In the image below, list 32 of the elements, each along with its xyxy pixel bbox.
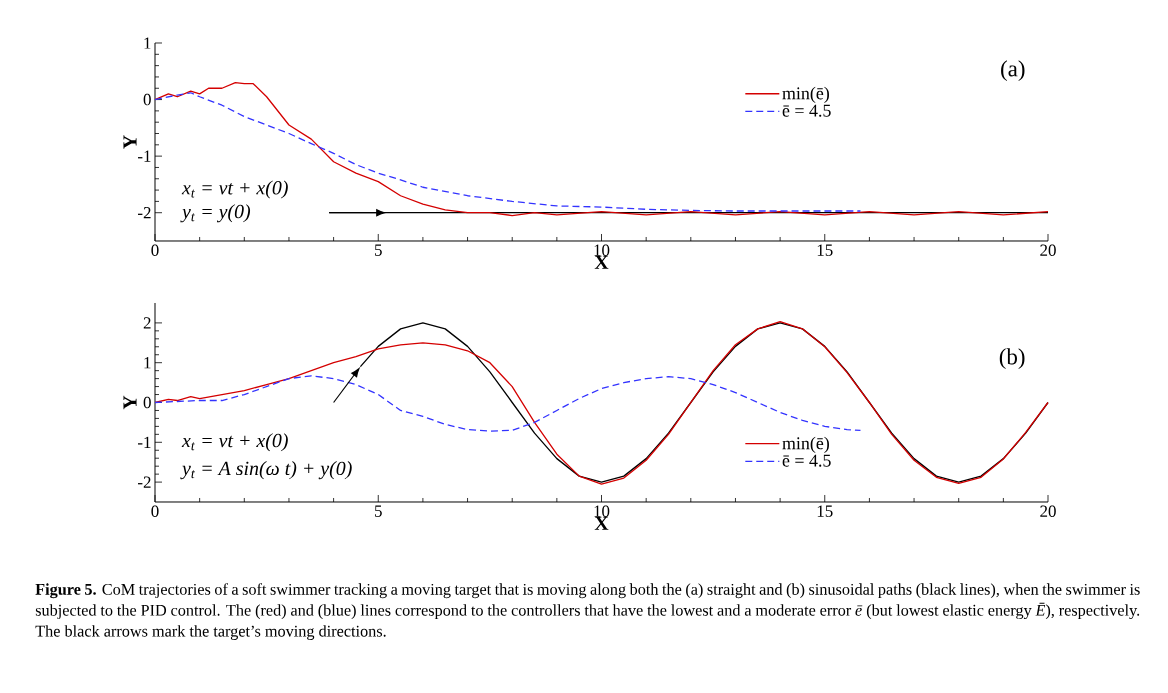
x-tick-label: 10 xyxy=(594,505,610,517)
y-tick-label: -2 xyxy=(138,476,151,488)
annotation: y$_{t}$ = A sin(ω t) + y(0) xyxy=(180,461,352,480)
legend-label: ē = 4.5 xyxy=(782,454,831,467)
annotation: (a) xyxy=(1001,60,1025,82)
text: Figure 5. CoM trajectories of a soft swimmer tracking a moving target that is moving along both the (a) straight and (b) sinusoidal paths (black lines), when the swimmer is subjected to the PID control. The (red) and (blue) lines correspond to the controllers that have the lowest and a moderate error ē (but lowest elastic energy Ē), respectively. The black arrows mark the target’s moving directions. xyxy=(35,583,1140,640)
x-axis-title: X xyxy=(594,516,609,530)
x-tick-label: 20 xyxy=(1040,244,1056,256)
y-axis-title: Y xyxy=(123,395,137,410)
y-tick-label: 2 xyxy=(143,317,151,329)
legend-label: ē = 4.5 xyxy=(782,104,831,117)
y-axis-title: Y xyxy=(123,135,137,149)
legend-label: min(ē) xyxy=(782,86,829,104)
x-tick-label: 10 xyxy=(594,244,610,256)
y-tick-label: 0 xyxy=(143,93,151,106)
y-tick-label: 1 xyxy=(144,37,151,49)
annotation: y$_{t}$ = y(0) xyxy=(180,204,251,223)
y-tick-label: -1 xyxy=(138,436,151,448)
legend-label: min(ē) xyxy=(782,436,829,453)
annotation: x$_{t}$ = vt + x(0) xyxy=(181,433,288,452)
annotation: x$_{t}$ = vt + x(0) xyxy=(181,180,288,199)
y-tick-label: 0 xyxy=(143,396,151,409)
y-tick-label: 1 xyxy=(144,357,151,369)
x-axis-title: X xyxy=(594,255,609,269)
x-tick-label: 5 xyxy=(375,244,382,256)
x-tick-label: 20 xyxy=(1040,505,1056,517)
y-tick-label: -1 xyxy=(138,150,151,162)
x-tick-label: 5 xyxy=(375,505,382,517)
x-tick-label: 15 xyxy=(817,505,833,517)
annotation: (b) xyxy=(999,348,1025,370)
x-tick-label: 15 xyxy=(817,244,833,256)
y-tick-label: -2 xyxy=(138,207,151,219)
